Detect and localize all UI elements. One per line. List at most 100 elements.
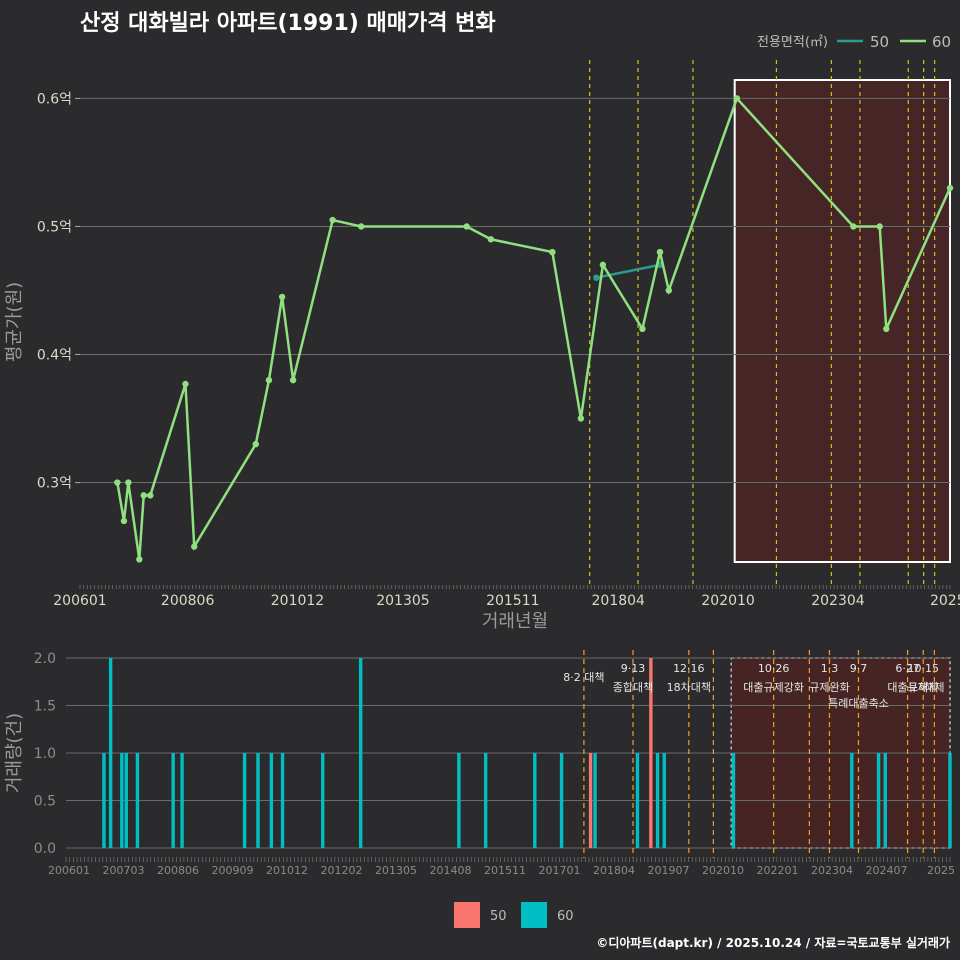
bar-60 [102, 753, 106, 848]
data-point-60 [140, 492, 147, 499]
x-tick-label: 200601 [53, 593, 106, 609]
data-point-60 [329, 216, 336, 224]
x-tick-label: 202010 [701, 593, 754, 609]
bar-60 [358, 658, 363, 848]
bar-60 [242, 753, 247, 848]
data-point-60 [289, 376, 297, 384]
bar-60 [731, 753, 736, 848]
x-tick-label: 2025 [930, 593, 960, 609]
y-tick-label: 0.5억 [37, 219, 72, 235]
bar-50 [588, 753, 593, 848]
x-tick-label: 201804 [593, 864, 635, 877]
legend-swatch-bar-60 [521, 902, 547, 928]
bar-60 [108, 658, 113, 848]
x-tick-label: 201305 [376, 593, 429, 609]
event-label: 대출규제 [887, 681, 927, 694]
bar-60 [180, 753, 184, 848]
x-tick-label: 202304 [811, 593, 865, 609]
x-tick-label: 201408 [430, 864, 472, 877]
x-tick-label: 201012 [271, 593, 324, 609]
price-line-chart: 0.3억 0.4억 0.5억 0.6억 200601 200806 201012 201305… [4, 60, 960, 632]
data-point-60 [577, 415, 585, 422]
data-point-60 [125, 479, 132, 486]
x-tick-label: 201701 [539, 864, 581, 877]
x-tick-label: 201305 [375, 864, 417, 877]
bar-60 [662, 753, 666, 848]
event-label: 18차대책 [667, 681, 711, 694]
bar-legend: 50 60 [454, 902, 574, 928]
x-tick-label: 200601 [48, 864, 90, 877]
data-point-60 [191, 543, 198, 550]
bar-60 [876, 753, 881, 848]
chart-title: 산정 대화빌라 아파트(1991) 매매가격 변화 [80, 11, 496, 36]
event-label: 특례대출축소 [828, 697, 889, 710]
bar-60 [120, 753, 124, 848]
bar-60 [593, 753, 597, 848]
x-tick-label: 200806 [157, 864, 199, 877]
bar-60 [883, 753, 887, 848]
event-date: 6·27 [895, 662, 920, 675]
data-point-60 [136, 556, 143, 563]
data-point-60 [265, 376, 273, 384]
bar-60 [269, 753, 274, 848]
event-date: 12·16 [673, 662, 705, 675]
bar-60 [256, 753, 260, 848]
data-point-60 [883, 325, 890, 333]
data-point-60 [946, 184, 954, 192]
x-tick-label: 200703 [103, 864, 145, 877]
highlight-box [733, 79, 951, 563]
legend-title: 전용면적(㎡) [757, 35, 828, 50]
bar-60 [948, 753, 952, 848]
data-point-60 [599, 261, 607, 269]
y-axis-label: 거래량(건) [4, 713, 25, 793]
y-tick-label: 0.5 [34, 794, 56, 810]
data-point-60 [665, 287, 672, 294]
x-tick-label: 201907 [648, 864, 690, 877]
source-caption: ©디아파트(dapt.kr) / 2025.10.24 / 자료=국토교통부 실… [596, 935, 950, 950]
data-point-60 [278, 293, 286, 301]
data-point-60 [656, 248, 664, 256]
data-point-60 [639, 325, 646, 333]
event-date: 10·26 [758, 662, 790, 675]
data-point-60 [733, 95, 741, 102]
data-point-60 [147, 492, 154, 499]
x-tick-label: 201511 [484, 864, 526, 877]
event-date: 1·3 [821, 662, 839, 675]
legend-label-50: 50 [870, 33, 889, 51]
y-axis-label: 평균가(원) [4, 282, 25, 362]
line-legend: 전용면적(㎡) 50 60 [757, 33, 951, 51]
legend-bar-label-60: 60 [557, 909, 574, 924]
bar-60 [124, 753, 128, 848]
x-tick-label: 201012 [266, 864, 308, 877]
x-tick-label: 200806 [161, 593, 215, 609]
data-point-60 [252, 440, 259, 448]
data-point-60 [358, 223, 365, 230]
bar-60 [321, 753, 325, 848]
data-point-50 [593, 274, 600, 281]
bar-60 [135, 753, 140, 848]
x-tick-label: 201202 [321, 864, 363, 877]
x-tick-label: 202304 [811, 864, 853, 877]
y-tick-label: 0.0 [34, 841, 56, 857]
event-date: 10·15 [907, 662, 939, 675]
bar-60 [850, 753, 854, 848]
bar-60 [559, 753, 564, 848]
bar-60 [457, 753, 461, 848]
event-label: 토허제 [908, 681, 938, 694]
event-date: 9·7 [850, 662, 868, 675]
x-tick-label: 202010 [702, 864, 744, 877]
x-tick-label: 202407 [866, 864, 908, 877]
y-tick-label: 2.0 [34, 651, 56, 667]
event-label: 8·2 대책 [563, 671, 604, 684]
data-point-60 [549, 248, 556, 256]
event-label: 종합대책 [613, 681, 653, 694]
bar-50 [649, 658, 653, 848]
bar-60 [280, 753, 285, 848]
data-point-60 [114, 479, 121, 486]
data-point-60 [182, 380, 189, 388]
data-point-60 [850, 223, 857, 230]
y-tick-label: 0.4억 [37, 348, 72, 364]
y-tick-label: 0.3억 [37, 476, 72, 492]
bar-60 [483, 753, 488, 848]
